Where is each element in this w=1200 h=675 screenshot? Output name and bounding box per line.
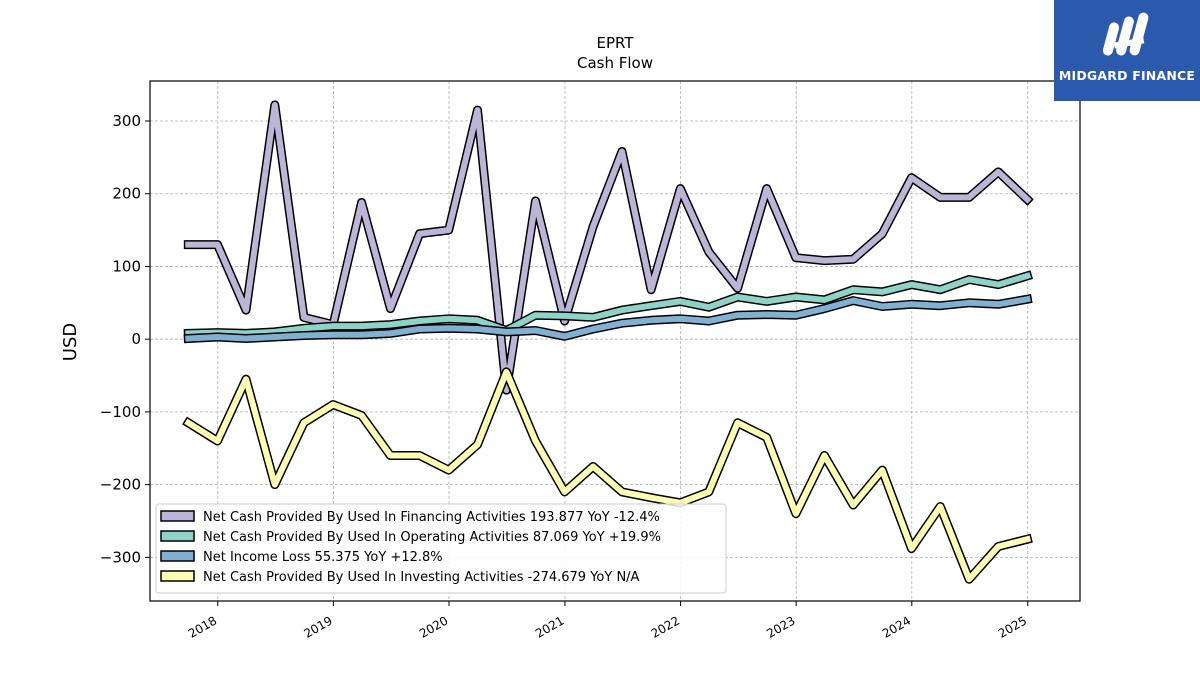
y-tick-label: 100 [112,257,141,275]
y-tick-label: −100 [100,403,141,421]
y-tick-label: 300 [112,112,141,130]
y-tick-label: 200 [112,185,141,203]
series-outline-net-cash-provided-by-used-in-financing-activities [183,100,1034,395]
series-layer [182,100,1034,584]
legend-entry: Net Cash Provided By Used In Financing A… [203,510,660,525]
x-tick-label: 2025 [996,613,1029,640]
x-tick-label: 2023 [764,613,797,640]
y-axis-label: USD [60,323,81,361]
x-tick-label: 2019 [301,613,334,640]
midgard-logo-icon [1102,12,1149,56]
x-tick-label: 2024 [880,613,913,640]
legend: Net Cash Provided By Used In Financing A… [155,503,727,594]
legend-box [155,503,727,594]
chart-subtitle: Cash Flow [577,54,653,72]
y-tick-label: −300 [100,548,141,566]
legend-entry: Net Cash Provided By Used In Investing A… [203,570,640,585]
x-tick-label: 2021 [533,613,566,640]
x-tick-label: 2018 [186,613,219,640]
brand-name: MIDGARD FINANCE [1058,68,1196,83]
series-line-net-income-loss [185,295,1031,342]
x-tick-label: 2022 [649,613,682,640]
legend-entry: Net Income Loss 55.375 YoY +12.8% [203,550,443,565]
series-line-net-cash-provided-by-used-in-financing-activities [185,102,1032,394]
legend-swatch [160,550,195,562]
brand-logo: MIDGARD FINANCE [1054,0,1200,101]
plot-frame [149,80,1081,602]
series-line-net-cash-provided-by-used-in-investing-activities [184,368,1032,583]
chart-title: EPRT [596,34,634,52]
series-line-net-cash-provided-by-used-in-operating-activities [185,272,1032,337]
legend-swatch [160,570,195,582]
legend-swatch [160,510,195,522]
legend-swatch [160,530,195,542]
y-tick-label: −200 [100,476,141,494]
x-tick-label: 2020 [417,613,450,640]
y-tick-label: 0 [131,330,141,348]
legend-entry: Net Cash Provided By Used In Operating A… [203,530,661,545]
